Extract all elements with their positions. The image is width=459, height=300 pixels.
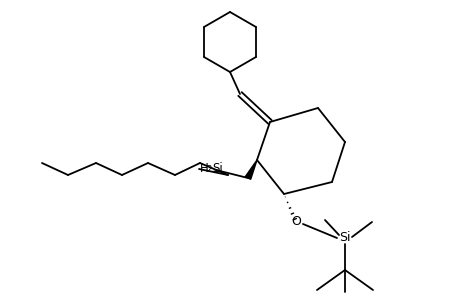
Text: Si: Si bbox=[212, 161, 222, 175]
Text: H: H bbox=[200, 161, 208, 175]
Polygon shape bbox=[245, 160, 257, 179]
Text: O: O bbox=[291, 215, 300, 229]
Text: Si: Si bbox=[339, 232, 350, 244]
Text: 2: 2 bbox=[206, 165, 211, 174]
